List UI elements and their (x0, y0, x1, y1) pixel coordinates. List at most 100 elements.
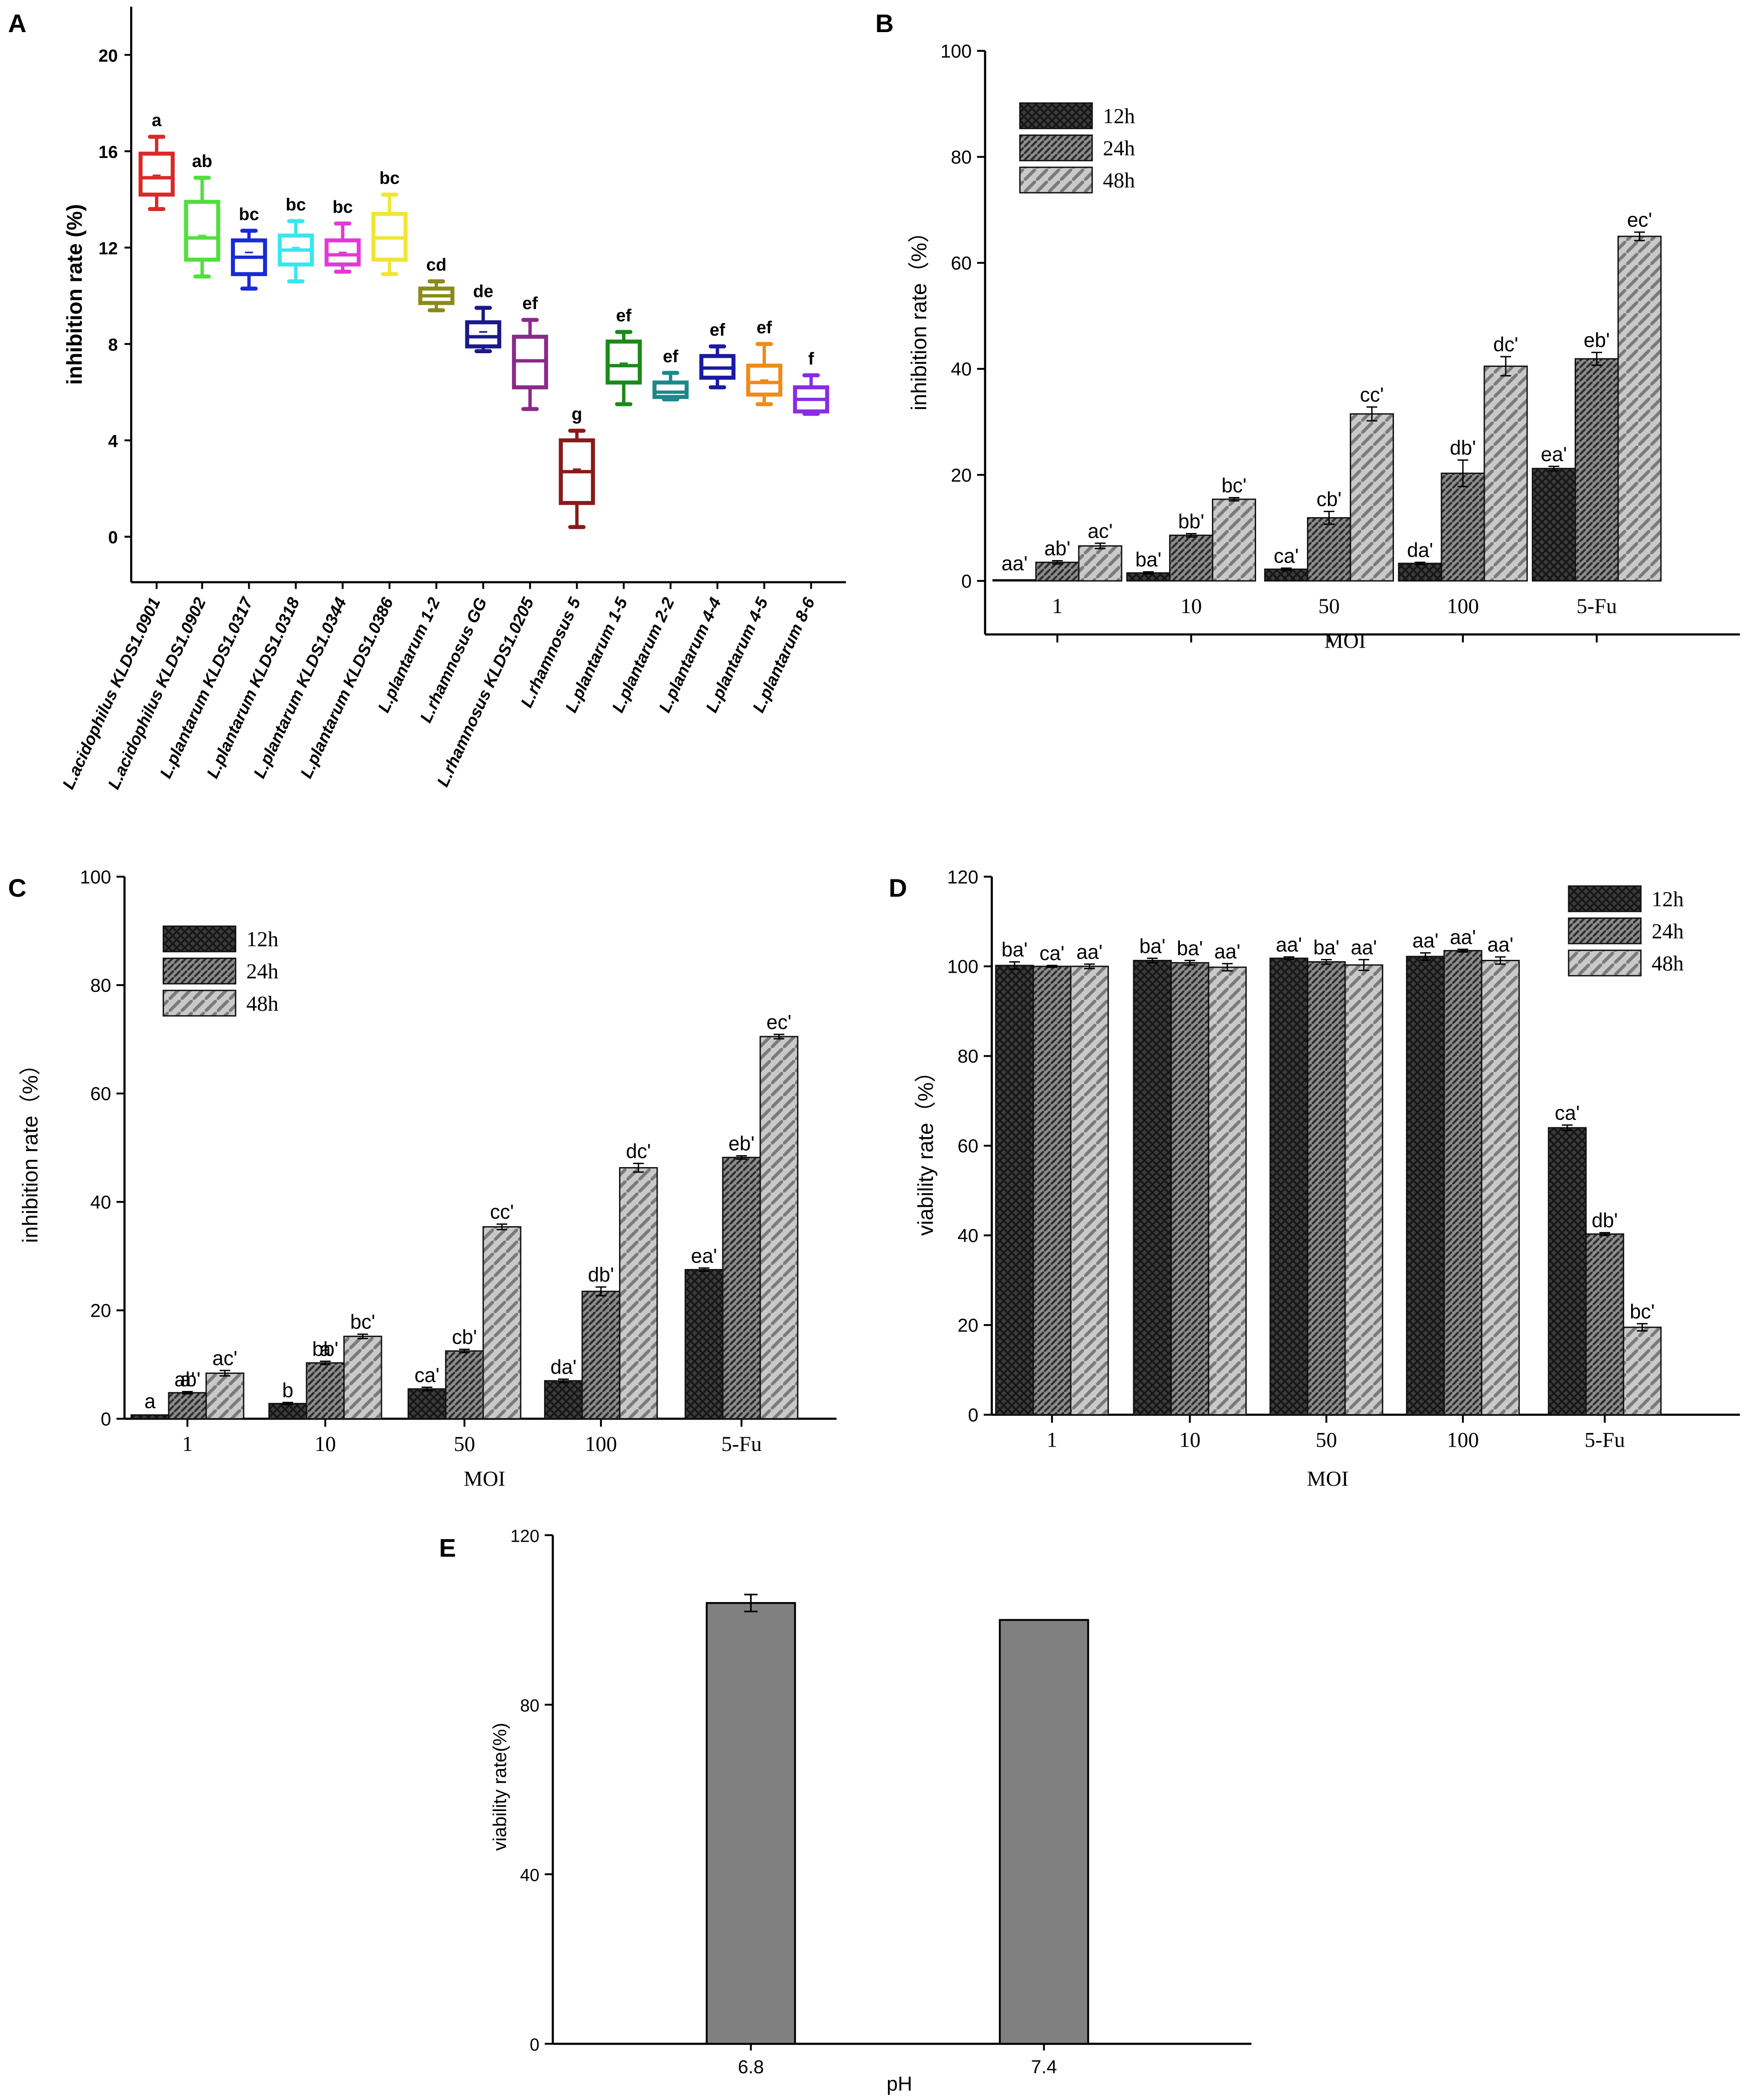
x-tick-label: L.plantarum KLDS1.0344 (250, 595, 350, 781)
y-tick-label: 100 (941, 41, 972, 62)
bar-24h (306, 1362, 345, 1420)
bar-24h (1170, 962, 1209, 1415)
bar-24h (1032, 965, 1072, 1415)
data-label: aa' (1001, 552, 1027, 575)
bar-48h (343, 1335, 382, 1420)
bar-48h (1344, 964, 1384, 1415)
bar (706, 1602, 796, 2045)
x-axis-label: MOI (464, 1466, 505, 1490)
legend-swatch (1568, 950, 1642, 977)
bar-24h (1441, 472, 1485, 582)
data-label: da' (1407, 539, 1433, 561)
bar-48h (482, 1226, 521, 1420)
x-tick-label: 7.4 (1031, 2056, 1057, 2077)
x-axis-label: MOI (1307, 1466, 1349, 1490)
data-label: aa' (1450, 926, 1476, 948)
data-label: db' (588, 1264, 614, 1286)
data-label: ca' (1555, 1102, 1580, 1124)
bar-48h (1623, 1326, 1662, 1415)
significance-letter: ef (663, 346, 679, 366)
y-tick-label: 80 (90, 975, 111, 996)
y-tick-label: 40 (90, 1192, 111, 1213)
significance-letter: ef (522, 293, 538, 313)
bar-48h (1070, 965, 1109, 1415)
y-tick-label: 0 (961, 571, 971, 592)
legend-swatch (1019, 102, 1093, 129)
data-label: ab' (1044, 537, 1070, 560)
bar-24h (1585, 1233, 1624, 1415)
data-label: b (282, 1379, 293, 1401)
x-tick-label: 1 (1047, 1427, 1057, 1451)
significance-letter: ab (192, 151, 212, 171)
data-label: aa' (1076, 941, 1102, 963)
bar-12h (130, 1414, 170, 1420)
data-label: ba' (1001, 938, 1027, 961)
data-label: ca' (1039, 942, 1064, 965)
legend-swatch (1019, 167, 1093, 194)
y-tick-label: 120 (947, 867, 978, 888)
bar-48h (1483, 365, 1528, 582)
y-tick-label: 20 (951, 465, 972, 486)
y-tick-label: 120 (510, 1526, 539, 1546)
bar-24h (1307, 961, 1346, 1415)
legend-swatch (1568, 885, 1642, 912)
y-tick-label: 12 (98, 238, 118, 258)
y-tick-label: 40 (958, 1225, 979, 1246)
legend-swatch (1019, 134, 1093, 161)
panel-label: A (8, 9, 27, 38)
y-axis-label: viability rate（%） (914, 1061, 938, 1236)
panel-e: E 0 40 80 120 viability rate(%) 6.8 7.4 pH (439, 1526, 1252, 2095)
data-label: bc' (350, 1311, 375, 1333)
significance-letter: ef (710, 320, 726, 340)
data-label: cc' (1360, 384, 1384, 406)
data-label: bc' (1630, 1300, 1655, 1323)
y-tick-label: 80 (951, 147, 972, 168)
significance-letter: ef (616, 305, 632, 325)
bar-24h (1575, 358, 1619, 582)
y-axis-label: viability rate(%) (489, 1723, 510, 1851)
x-tick-label: L.plantarum KLDS1.0386 (297, 595, 397, 781)
data-label: ca' (414, 1364, 439, 1386)
x-tick-label: 50 (1316, 1427, 1337, 1451)
bar-12h (408, 1388, 447, 1420)
significance-letter: a (152, 110, 162, 130)
y-tick-label: 100 (947, 956, 978, 977)
significance-letter: bc (379, 168, 399, 188)
y-tick-label: 80 (520, 1695, 539, 1715)
y-tick-label: 80 (958, 1046, 979, 1067)
bar-48h (759, 1036, 798, 1420)
y-tick-label: 20 (958, 1315, 979, 1336)
data-label: eb' (1584, 329, 1610, 351)
significance-letter: de (473, 281, 493, 301)
y-tick-label: 0 (108, 527, 118, 547)
data-label: cb' (1316, 488, 1341, 510)
data-label: ac' (212, 1347, 237, 1370)
y-tick-label: 40 (951, 359, 972, 380)
legend-swatch (1568, 917, 1642, 944)
x-tick-label: 5-Fu (721, 1432, 762, 1456)
bar-48h (1078, 545, 1123, 582)
bar-48h (619, 1167, 658, 1420)
y-tick-label: 16 (98, 142, 118, 162)
data-label: aa' (1487, 934, 1513, 956)
significance-letter: ef (756, 317, 772, 337)
y-axis-label: inhibition rate (%) (63, 204, 86, 385)
panel-label: C (8, 874, 27, 903)
bar-12h (1548, 1127, 1587, 1415)
legend-label: 48h (1103, 168, 1135, 192)
x-tick-label: 100 (1447, 594, 1479, 618)
data-label: ba' (1177, 937, 1203, 959)
x-tick-label: 10 (1179, 1427, 1200, 1451)
significance-letter: bc (286, 194, 306, 214)
data-label: bb' (312, 1338, 338, 1360)
bar-48h (1212, 498, 1257, 582)
y-tick-label: 40 (520, 1865, 539, 1885)
y-tick-label: 20 (98, 46, 118, 66)
bar (999, 1619, 1089, 2045)
bar-12h (685, 1269, 724, 1420)
x-tick-label: 1 (1052, 594, 1063, 618)
bar-12h (1264, 568, 1308, 582)
bar-12h (992, 579, 1037, 582)
box (465, 320, 501, 349)
